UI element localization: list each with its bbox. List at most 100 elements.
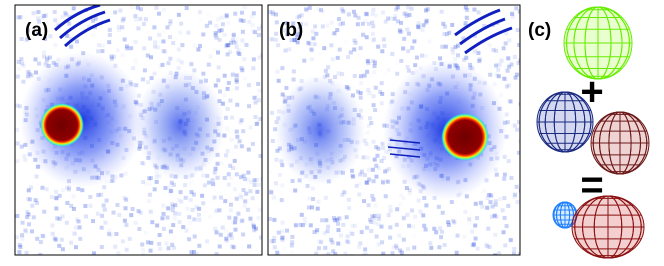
noise-pixel — [55, 216, 60, 221]
noise-pixel — [510, 11, 515, 16]
noise-pixel — [340, 72, 345, 77]
noise-pixel — [308, 223, 313, 228]
noise-pixel — [357, 181, 362, 186]
noise-pixel — [472, 7, 477, 12]
noise-pixel — [18, 244, 23, 249]
noise-pixel — [323, 68, 328, 73]
noise-pixel — [307, 42, 312, 47]
noise-pixel — [23, 157, 28, 162]
noise-pixel — [380, 141, 385, 146]
noise-pixel — [238, 193, 243, 198]
noise-pixel — [297, 30, 302, 35]
noise-pixel — [515, 127, 520, 132]
noise-pixel — [473, 48, 478, 53]
noise-pixel — [69, 44, 74, 49]
noise-pixel — [383, 194, 388, 199]
noise-pixel — [226, 20, 231, 25]
noise-pixel — [438, 226, 443, 231]
noise-pixel — [158, 246, 163, 251]
noise-pixel — [73, 225, 78, 230]
noise-pixel — [273, 37, 278, 42]
noise-pixel — [228, 202, 233, 207]
noise-pixel — [220, 161, 224, 165]
noise-pixel — [239, 18, 244, 23]
noise-pixel — [21, 63, 26, 68]
noise-pixel — [192, 250, 197, 255]
noise-pixel — [312, 42, 317, 47]
noise-pixel — [123, 171, 128, 176]
noise-pixel — [204, 23, 209, 28]
noise-pixel — [489, 66, 493, 70]
noise-pixel — [246, 147, 251, 152]
noise-pixel — [23, 228, 28, 233]
noise-pixel — [515, 200, 520, 205]
noise-pixel — [338, 22, 343, 27]
noise-pixel — [234, 129, 239, 134]
noise-pixel — [279, 198, 284, 203]
noise-pixel — [461, 202, 465, 206]
noise-pixel — [231, 245, 236, 250]
noise-pixel — [374, 234, 379, 239]
noise-pixel — [283, 48, 288, 53]
noise-pixel — [252, 225, 257, 230]
noise-pixel — [393, 243, 398, 248]
noise-pixel — [239, 118, 244, 123]
noise-pixel — [37, 19, 42, 24]
noise-pixel — [138, 7, 143, 12]
noise-pixel — [292, 38, 297, 43]
noise-pixel — [509, 175, 514, 180]
noise-pixel — [144, 182, 148, 186]
noise-pixel — [410, 45, 415, 50]
noise-pixel — [104, 198, 109, 203]
atom-cloud — [275, 75, 365, 185]
noise-pixel — [21, 79, 26, 84]
noise-pixel — [330, 57, 335, 62]
noise-pixel — [207, 11, 211, 15]
noise-pixel — [201, 32, 206, 37]
noise-pixel — [272, 217, 277, 222]
noise-pixel — [17, 243, 22, 248]
noise-pixel — [251, 223, 256, 228]
noise-pixel — [402, 11, 407, 16]
noise-pixel — [122, 218, 127, 223]
noise-pixel — [150, 220, 155, 225]
noise-pixel — [368, 217, 373, 222]
noise-pixel — [515, 158, 519, 162]
noise-pixel — [329, 20, 334, 25]
noise-pixel — [197, 217, 202, 222]
noise-pixel — [381, 251, 386, 255]
noise-pixel — [246, 83, 251, 88]
noise-pixel — [29, 185, 34, 190]
noise-pixel — [421, 213, 426, 218]
noise-pixel — [142, 68, 147, 73]
noise-pixel — [378, 239, 382, 243]
wire-sphere — [536, 91, 594, 153]
noise-pixel — [172, 236, 176, 240]
noise-pixel — [305, 183, 310, 188]
noise-pixel — [341, 222, 346, 227]
noise-pixel — [67, 185, 72, 190]
noise-pixel — [169, 180, 174, 185]
noise-pixel — [366, 167, 371, 172]
noise-pixel — [165, 215, 170, 220]
noise-pixel — [309, 57, 314, 62]
noise-pixel — [235, 188, 239, 192]
noise-pixel — [214, 35, 219, 40]
noise-pixel — [230, 38, 235, 43]
noise-pixel — [124, 197, 129, 202]
noise-pixel — [290, 234, 295, 239]
noise-pixel — [342, 214, 346, 218]
noise-pixel — [341, 18, 345, 22]
noise-pixel — [345, 234, 350, 239]
noise-pixel — [517, 42, 520, 47]
noise-pixel — [260, 14, 262, 19]
noise-pixel — [429, 245, 434, 250]
noise-pixel — [283, 28, 288, 33]
noise-pixel — [502, 154, 507, 159]
noise-pixel — [43, 13, 48, 18]
noise-pixel — [504, 77, 509, 82]
noise-pixel — [505, 120, 510, 125]
noise-pixel — [80, 188, 85, 193]
noise-pixel — [186, 30, 191, 35]
noise-pixel — [229, 40, 234, 45]
